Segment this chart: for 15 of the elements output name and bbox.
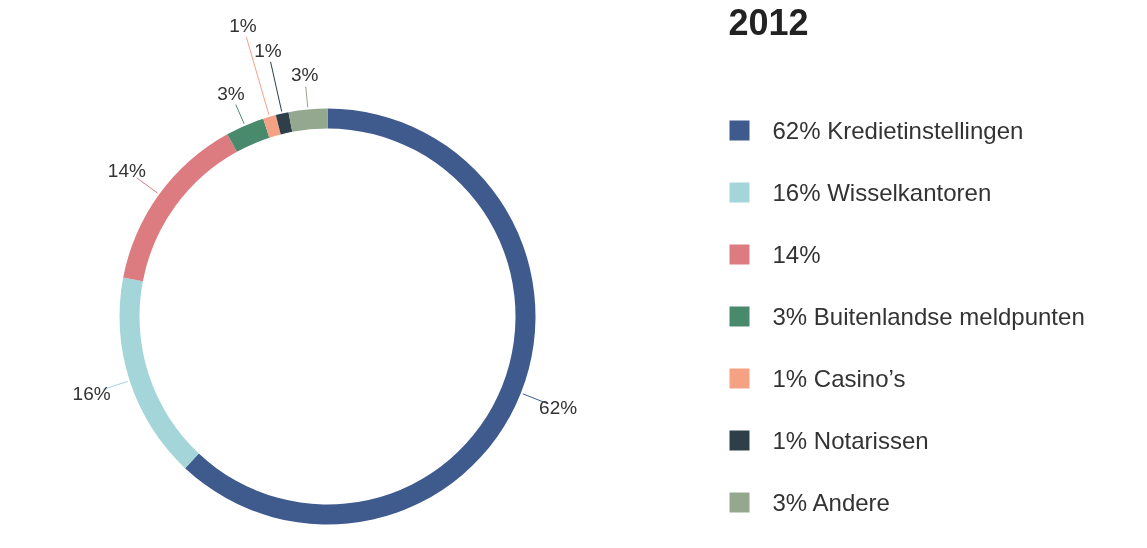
legend-label: 62% Kredietinstellingen xyxy=(772,117,1024,144)
data-label: 1% xyxy=(229,15,257,37)
data-label: 3% xyxy=(290,64,319,86)
data-label: 3% xyxy=(217,82,245,104)
legend-label: 16% Wisselkantoren xyxy=(772,179,992,206)
legend-label: 3% Andere xyxy=(772,489,890,516)
data-label: 16% xyxy=(72,382,111,404)
data-label: 1% xyxy=(254,39,282,61)
data-label: 14% xyxy=(107,160,146,182)
chart-title: 2012 xyxy=(728,1,809,43)
legend-label: 1% Notarissen xyxy=(772,427,929,454)
legend-label: 3% Buitenlandse meldpunten xyxy=(772,303,1085,330)
legend-label: 1% Casino’s xyxy=(772,365,906,392)
data-label: 62% xyxy=(539,397,578,419)
legend-label: 14% xyxy=(772,241,821,268)
